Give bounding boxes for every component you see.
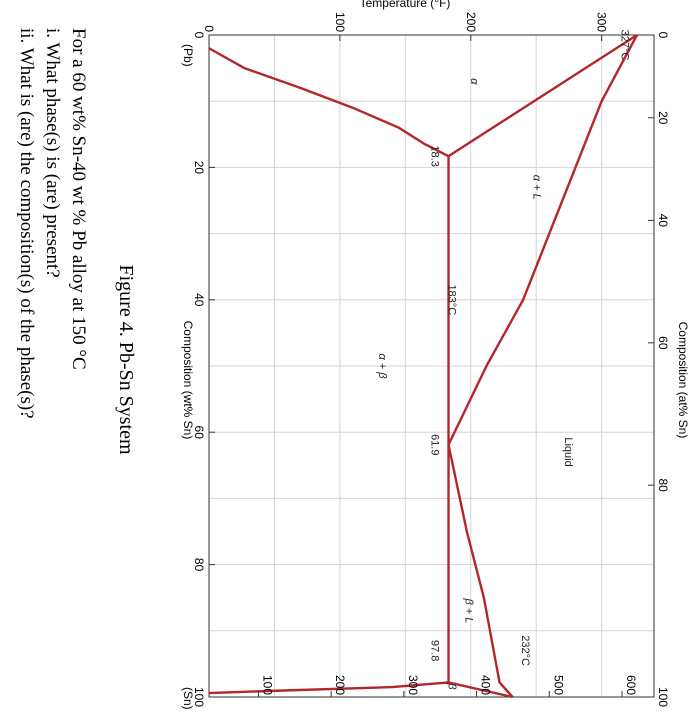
x-axis-title-bottom: Composition (wt% Sn) [181, 321, 195, 440]
annotation-label: 18.3 [429, 145, 441, 166]
right-tick-label: 200 [333, 675, 347, 695]
axis-ticks: 0 20 40 60 80 100 0 100 200 300 0 20 40 60 80 100 100 200… [192, 12, 670, 707]
annotation-label: α [468, 78, 480, 85]
y-axis-title-right: Temperature (°F) [360, 0, 451, 10]
annotation-label: 232°C [519, 635, 531, 666]
x-axis-title-top: Composition (at% Sn) [676, 322, 690, 439]
right-tick-label: 300 [406, 675, 420, 695]
x-tick-label: 80 [192, 558, 206, 572]
annotation-label: β [446, 682, 458, 690]
curve-liquidus-left [447, 34, 639, 446]
top-tick-label: 80 [656, 478, 670, 492]
x-tick-label: 40 [192, 293, 206, 307]
top-tick-label: 60 [656, 336, 670, 350]
curve-beta-solidus [448, 681, 513, 699]
curve-liquidus-right [447, 444, 514, 698]
y-tick-label: 100 [333, 12, 347, 32]
annotation-label: β + L [463, 597, 475, 623]
right-tick-label: 100 [260, 675, 274, 695]
question-block: For a 60 wt% Sn-40 wt % Pb alloy at 150 … [13, 28, 91, 419]
annotation-label: Liquid [562, 437, 574, 466]
right-tick-label: 400 [479, 675, 493, 695]
y-tick-label: 200 [464, 12, 478, 32]
y-tick-label: 0 [202, 25, 216, 32]
annotation-label: 327°C [618, 30, 630, 61]
curve-alpha-solidus [447, 33, 638, 158]
x-tick-label: 20 [192, 161, 206, 175]
sn-endpoint-label: (Sn) [181, 687, 195, 710]
annotation-label: α + L [531, 175, 543, 200]
annotation-label: α + β [376, 353, 388, 379]
right-tick-label: 500 [551, 675, 565, 695]
curve-alpha-solvus [208, 47, 450, 158]
y-tick-label: 300 [595, 12, 609, 32]
plot-frame [208, 34, 655, 698]
pb-endpoint-label: (Pb) [181, 44, 195, 67]
region-labels: 327°C α α + L 18.3 183°C α + β 61.9 Liquid β + L… [376, 30, 630, 691]
figure-caption: Figure 4. Pb-Sn System [115, 264, 137, 455]
grid [209, 35, 654, 697]
question-item-1: i. What phase(s) is (are) present? [42, 28, 63, 278]
curve-beta-solvus [208, 681, 449, 695]
x-tick-label: 0 [192, 32, 206, 39]
plot-frame-rect [208, 34, 655, 698]
annotation-label: 183°C [446, 284, 458, 315]
question-item-2: ii. What is (are) the composition(s) of … [16, 28, 37, 419]
x-tick-label: 100 [192, 687, 206, 707]
top-tick-label: 0 [656, 32, 670, 39]
annotation-label: 97.8 [429, 640, 441, 661]
phase-boundaries [208, 33, 639, 699]
x-tick-label: 60 [192, 426, 206, 440]
question-stem: For a 60 wt% Sn-40 wt % Pb alloy at 150 … [68, 28, 89, 370]
top-tick-label: 20 [656, 111, 670, 125]
top-tick-label: 40 [656, 214, 670, 228]
right-tick-label: 600 [624, 675, 638, 695]
annotation-label: 61.9 [429, 434, 441, 455]
top-tick-label: 100 [656, 687, 670, 707]
